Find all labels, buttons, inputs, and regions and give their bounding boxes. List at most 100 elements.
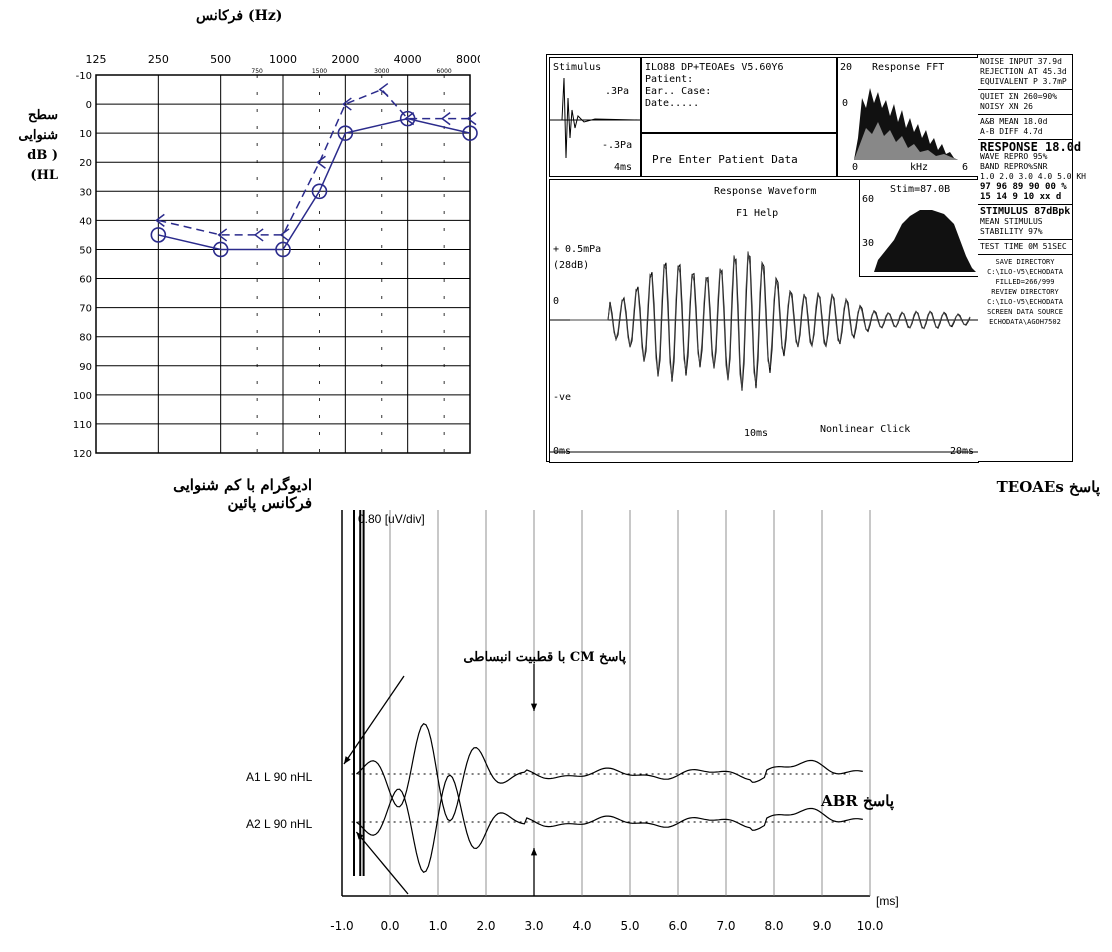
abr-tick-label: 10.0 xyxy=(857,919,884,933)
noise-line: NOISE INPUT 37.9d xyxy=(980,57,1062,66)
teoae-side: NOISE INPUT 37.9d REJECTION AT 45.3d EQU… xyxy=(978,54,1086,462)
wave-title: Response Waveform xyxy=(714,186,817,197)
oae-waveform xyxy=(550,251,978,453)
fft-x-start: 0 xyxy=(852,162,859,173)
response-line: 1.0 2.0 3.0 4.0 5.0 KH xyxy=(980,172,1086,181)
noise-line: EQUIVALENT P 3.7mP xyxy=(980,77,1067,86)
half-freq-tick-label: 3000 xyxy=(374,68,389,75)
abr-chart: -1.0 0.0 1.0 2.0 3.0 4.0 5.0 6.0 7.0 8.0 9.0 10.0 xyxy=(330,510,883,933)
ylabel-line: سطح xyxy=(28,108,58,123)
audiogram-ylabel: سطح شنوایی dB ) (HL xyxy=(10,106,58,186)
cm-arrow-up-head xyxy=(530,848,538,856)
audiogram-chart: -10 0 10 20 30 40 50 60 70 80 90 100 110 120 125 250 500… xyxy=(73,53,480,460)
stim-box: Stim=87.0B 60 30 xyxy=(859,179,979,277)
freq-tick-label: 4000 xyxy=(394,53,422,66)
abr-tick-label: 1.0 xyxy=(428,919,447,933)
db-tick-label: 10 xyxy=(79,129,92,140)
test-time-section: TEST TIME 0M 51SEC xyxy=(978,240,1072,255)
quiet-line: QUIET ΣN 260=90% xyxy=(980,92,1058,101)
bone-conduction-point xyxy=(279,228,290,242)
air-conduction-point xyxy=(150,227,167,243)
db-tick-label: 30 xyxy=(79,187,92,198)
freq-tick-label: 8000 xyxy=(456,53,480,66)
stimulus-section: STIMULUS 87dBpk MEAN STIMULUS STABILITY … xyxy=(978,205,1072,240)
bone-conduction-point xyxy=(404,112,415,126)
stim-left-top: 60 xyxy=(862,194,875,205)
response-section: RESPONSE 18.0d WAVE REPRO 95% BAND REPRO… xyxy=(978,140,1086,205)
stimulus-line: STIMULUS 87dBpk xyxy=(980,206,1071,217)
abr-tick-label: 0.0 xyxy=(380,919,399,933)
stimulus-plus: .3Pa xyxy=(605,86,630,97)
abr-label: پاسخ ABR xyxy=(820,792,894,810)
dir-line: SAVE DIRECTORY xyxy=(995,258,1055,266)
response-line: BAND REPRO%SNR xyxy=(980,162,1048,171)
stimulus-line: STABILITY 97% xyxy=(980,227,1043,236)
bone-conduction-point xyxy=(155,213,165,227)
header-line2: Patient: xyxy=(645,74,694,85)
abr-trace-2 xyxy=(356,774,863,874)
abr-tick-label: 7.0 xyxy=(716,919,735,933)
db-tick-label: 0 xyxy=(86,100,92,111)
abr-tick-label: -1.0 xyxy=(330,919,353,933)
abr-tick-label: 8.0 xyxy=(764,919,783,933)
stimulus-box: Stimulus .3Pa -.3Pa 4ms xyxy=(549,57,641,177)
quiet-line: NOISY XN 26 xyxy=(980,102,1033,111)
pre-enter-text: Pre Enter Patient Data xyxy=(652,153,798,166)
bone-conduction-line xyxy=(158,88,470,236)
air-conduction-line xyxy=(158,117,471,251)
ylabel-line: dB ) xyxy=(27,148,58,163)
abr-traces xyxy=(356,722,863,874)
dir-section: SAVE DIRECTORY C:\ILO-V5\ECHODATA FILLED… xyxy=(978,255,1072,329)
dir-line: ECHODATA\AGOH7502 xyxy=(989,318,1061,326)
quiet-section: QUIET ΣN 260=90% NOISY XN 26 xyxy=(978,90,1072,115)
freq-tick-label: 125 xyxy=(86,53,107,66)
noise-section: NOISE INPUT 37.9d REJECTION AT 45.3d EQU… xyxy=(978,55,1072,90)
response-line: 15 14 9 10 xx d xyxy=(980,192,1062,202)
db-tick-label: 110 xyxy=(73,420,92,431)
cm-pointer-bottom xyxy=(355,831,409,895)
pre-enter-box: Pre Enter Patient Data xyxy=(641,133,837,177)
air-conduction-point xyxy=(337,125,354,141)
fft-xlabel: kHz xyxy=(910,162,929,173)
audiogram-marks xyxy=(150,82,478,258)
stimulus-time: 4ms xyxy=(614,162,633,173)
air-conduction-point xyxy=(462,125,478,141)
abr-scale-label: 0.80 [uV/div] xyxy=(358,512,425,526)
abr-tick-label: 3.0 xyxy=(524,919,543,933)
dir-line: C:\ILO-V5\ECHODATA xyxy=(987,298,1063,306)
db-tick-label: 60 xyxy=(79,275,92,286)
teoae-caption: پاسخ TEOAEs xyxy=(996,478,1100,496)
stimulus-trace xyxy=(550,77,640,159)
audiogram-tick-labels: -10 0 10 20 30 40 50 60 70 80 90 100 110 120 125 250 500… xyxy=(73,53,480,460)
wave-amp2: (28dB) xyxy=(553,260,590,271)
audiogram-grid xyxy=(95,74,471,454)
wave-mode: Nonlinear Click xyxy=(820,424,911,435)
wave-help: F1 Help xyxy=(736,208,779,219)
abr-x-ticks: -1.0 0.0 1.0 2.0 3.0 4.0 5.0 6.0 7.0 8.0 9.0 10.0 xyxy=(330,919,883,933)
db-tick-label: 20 xyxy=(79,158,92,169)
freq-tick-label: 1000 xyxy=(269,53,297,66)
freq-tick-label: 2000 xyxy=(331,53,359,66)
freq-tick-label: 500 xyxy=(210,53,231,66)
response-line: WAVE REPRO 95% xyxy=(980,152,1048,161)
bone-conduction-point xyxy=(217,228,228,242)
air-conduction-point xyxy=(311,183,328,200)
ab-line: A-B DIFF 4.7d xyxy=(980,127,1043,136)
abr-tick-label: 4.0 xyxy=(572,919,591,933)
db-tick-label: 50 xyxy=(79,245,92,256)
fft-box: Response FFT 20 0 0 kHz 6 xyxy=(837,57,979,177)
cm-pointer-top xyxy=(343,675,405,765)
db-tick-label: 70 xyxy=(79,304,92,315)
audiogram-caption: ادیوگرام با کم شنوایی فرکانس پائین xyxy=(80,476,312,512)
dir-line: FILLED=266/999 xyxy=(995,278,1055,286)
ylabel-line: شنوایی xyxy=(18,128,58,143)
fft-spectrum xyxy=(854,88,958,160)
header-line1: ILO88 DP+TEOAEs V5.60Y6 xyxy=(645,62,784,73)
freq-tick-label: 250 xyxy=(148,53,169,66)
wave-tmid: 10ms xyxy=(744,428,769,439)
db-tick-label: 90 xyxy=(79,362,92,373)
stimulus-line: MEAN STIMULUS xyxy=(980,217,1043,226)
bone-conduction-point xyxy=(253,228,264,242)
abr-trace-1 xyxy=(356,722,863,822)
air-conduction-point xyxy=(275,241,291,258)
